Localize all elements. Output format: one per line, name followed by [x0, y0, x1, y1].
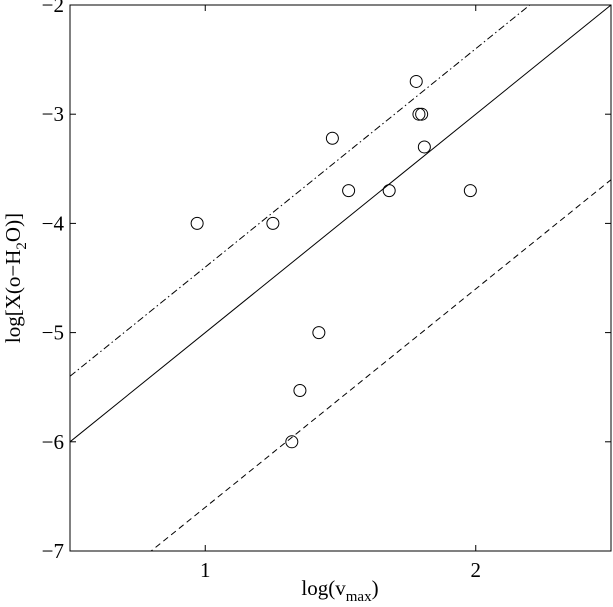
x-axis-title: log(vmax)	[301, 576, 378, 605]
fit-line-dashed	[150, 179, 611, 551]
fit-line-solid	[70, 5, 611, 443]
fit-line-dashdot	[70, 5, 531, 377]
y-tick-label: −7	[42, 539, 64, 563]
data-point	[409, 74, 423, 88]
data-point	[312, 326, 326, 340]
data-point	[325, 131, 339, 145]
x-tick-label: 2	[471, 558, 482, 582]
plot-frame	[69, 4, 612, 552]
fit-lines	[70, 5, 611, 551]
data-point	[266, 216, 280, 230]
y-tick-label: −2	[42, 0, 64, 17]
x-tick-label: 1	[200, 558, 211, 582]
y-tick-label: −6	[42, 430, 64, 454]
data-point	[342, 184, 356, 198]
data-point	[293, 383, 307, 397]
data-point	[190, 216, 204, 230]
data-points	[190, 74, 477, 449]
y-tick-label: −4	[42, 211, 65, 235]
y-tick-label: −5	[42, 321, 64, 345]
data-point	[412, 107, 426, 121]
data-point	[285, 435, 299, 449]
axis-ticks: 1 2 −2 −3 −4 −5 −6 −7	[42, 0, 611, 582]
y-tick-label: −3	[42, 102, 64, 126]
y-axis-title: log[X(o−H2O)]	[1, 213, 30, 343]
data-point	[382, 184, 396, 198]
data-point	[415, 107, 429, 121]
data-point	[463, 184, 477, 198]
data-point	[417, 140, 431, 154]
